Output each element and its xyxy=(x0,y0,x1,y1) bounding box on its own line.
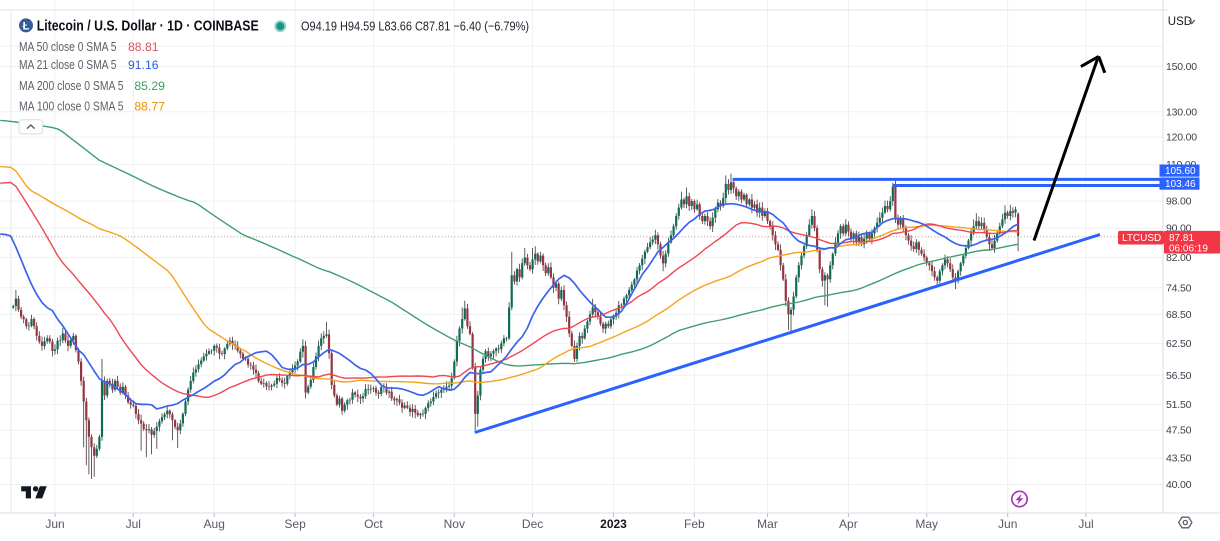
svg-text:87.81: 87.81 xyxy=(1169,233,1194,244)
svg-text:130.00: 130.00 xyxy=(1166,106,1197,118)
svg-text:56.50: 56.50 xyxy=(1166,370,1192,382)
svg-text:105.60: 105.60 xyxy=(1165,166,1196,177)
svg-text:Dec: Dec xyxy=(522,517,543,531)
svg-text:06:06:19: 06:06:19 xyxy=(1169,243,1208,254)
svg-text:150.00: 150.00 xyxy=(1166,61,1197,73)
svg-text:85.29: 85.29 xyxy=(134,79,165,93)
svg-text:Jun: Jun xyxy=(998,517,1017,531)
svg-text:74.50: 74.50 xyxy=(1166,282,1192,294)
svg-text:103.46: 103.46 xyxy=(1165,179,1196,190)
svg-text:43.50: 43.50 xyxy=(1166,453,1192,465)
svg-text:Jul: Jul xyxy=(126,517,141,531)
svg-text:88.77: 88.77 xyxy=(134,100,165,114)
svg-text:Apr: Apr xyxy=(839,517,858,531)
svg-text:May: May xyxy=(915,517,938,531)
svg-text:Ł: Ł xyxy=(23,20,30,32)
svg-text:Litecoin / U.S. Dollar · 1D ·: Litecoin / U.S. Dollar · 1D · COINBASE xyxy=(37,19,259,35)
svg-text:Oct: Oct xyxy=(364,517,383,531)
svg-text:Jul: Jul xyxy=(1078,517,1093,531)
svg-text:USD: USD xyxy=(1168,16,1192,28)
svg-text:Aug: Aug xyxy=(204,517,225,531)
svg-text:88.81: 88.81 xyxy=(128,40,159,54)
svg-text:Sep: Sep xyxy=(284,517,306,531)
svg-text:Nov: Nov xyxy=(444,517,465,531)
svg-text:62.50: 62.50 xyxy=(1166,338,1192,350)
svg-text:47.50: 47.50 xyxy=(1166,425,1192,437)
svg-text:LTCUSD: LTCUSD xyxy=(1122,233,1161,244)
svg-text:82.00: 82.00 xyxy=(1166,252,1192,264)
svg-text:MA 21 close 0 SMA 5: MA 21 close 0 SMA 5 xyxy=(19,57,117,72)
svg-text:MA 100 close 0 SMA 5: MA 100 close 0 SMA 5 xyxy=(19,99,124,114)
svg-text:Feb: Feb xyxy=(684,517,705,531)
svg-text:MA 200 close 0 SMA 5: MA 200 close 0 SMA 5 xyxy=(19,78,124,93)
svg-text:68.50: 68.50 xyxy=(1166,309,1192,321)
svg-text:MA 50 close 0 SMA 5: MA 50 close 0 SMA 5 xyxy=(19,39,117,54)
svg-text:40.00: 40.00 xyxy=(1166,479,1192,491)
svg-text:91.16: 91.16 xyxy=(128,58,159,72)
svg-text:Mar: Mar xyxy=(757,517,778,531)
svg-text:120.00: 120.00 xyxy=(1166,132,1197,144)
svg-text:O94.19 H94.59 L83.66 C87.81 −6: O94.19 H94.59 L83.66 C87.81 −6.40 (−6.79… xyxy=(301,18,529,33)
svg-text:Jun: Jun xyxy=(45,517,64,531)
svg-text:98.00: 98.00 xyxy=(1166,196,1192,208)
svg-text:2023: 2023 xyxy=(600,517,627,531)
svg-text:51.50: 51.50 xyxy=(1166,399,1192,411)
